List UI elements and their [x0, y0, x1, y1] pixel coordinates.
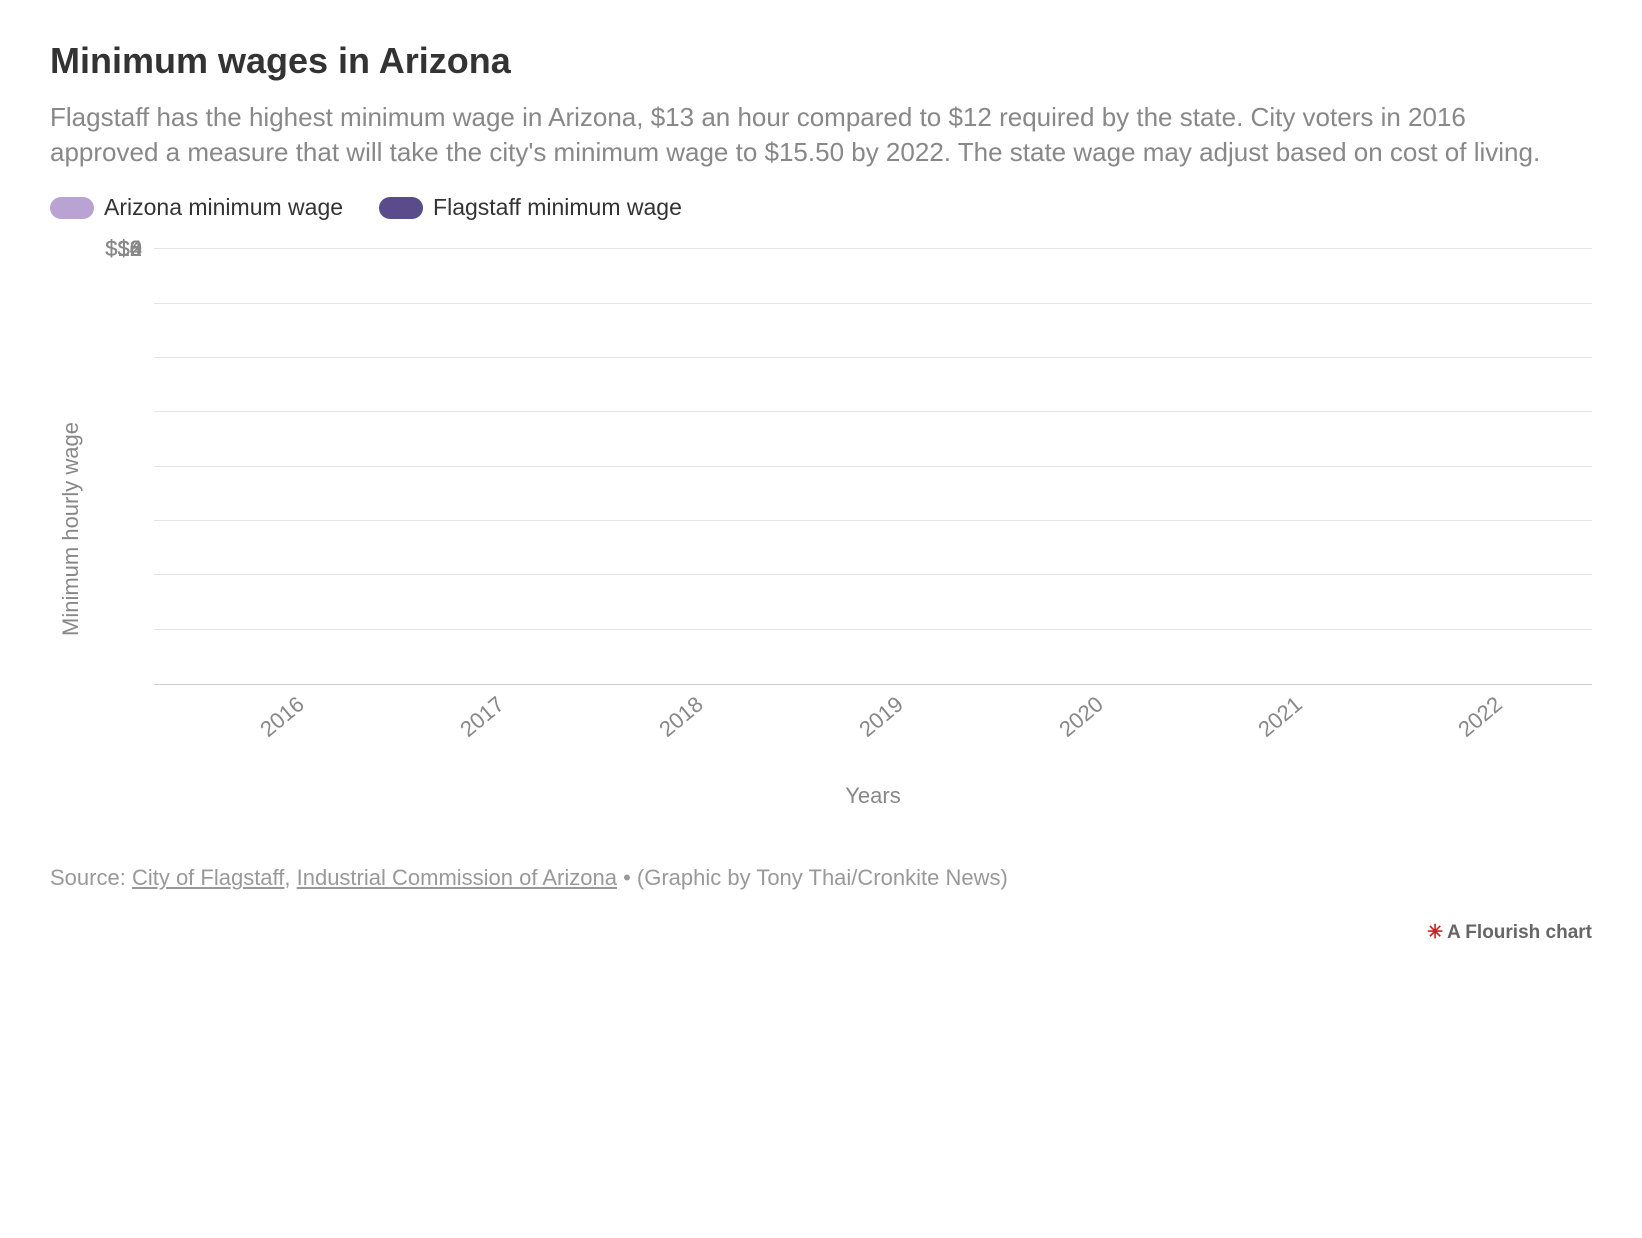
source-line: Source: City of Flagstaff, Industrial Co… [50, 865, 1592, 891]
gridline [154, 574, 1592, 575]
legend-label: Flagstaff minimum wage [433, 194, 682, 221]
chart-title: Minimum wages in Arizona [50, 40, 1592, 82]
legend-swatch [379, 197, 423, 219]
source-link-ica[interactable]: Industrial Commission of Arizona [297, 865, 617, 890]
x-axis-ticks: 2016201720182019202020212022 [154, 685, 1592, 733]
gridline [154, 357, 1592, 358]
y-axis-ticks: $16$14$12$10$8$6$4$2$0 [84, 249, 154, 809]
flourish-credit[interactable]: ✳A Flourish chart [50, 921, 1592, 944]
y-axis-label: Minimum hourly wage [50, 249, 84, 809]
legend-label: Arizona minimum wage [104, 194, 343, 221]
source-sep: , [284, 865, 296, 890]
gridline [154, 520, 1592, 521]
legend-item-arizona: Arizona minimum wage [50, 194, 343, 221]
legend: Arizona minimum wage Flagstaff minimum w… [50, 194, 1592, 221]
gridline [154, 629, 1592, 630]
chart-subtitle: Flagstaff has the highest minimum wage i… [50, 100, 1570, 170]
source-link-flagstaff[interactable]: City of Flagstaff [132, 865, 284, 890]
source-prefix: Source: [50, 865, 132, 890]
credit-text: A Flourish chart [1447, 922, 1592, 943]
bars-container [154, 249, 1592, 684]
legend-item-flagstaff: Flagstaff minimum wage [379, 194, 682, 221]
x-axis-label: Years [154, 783, 1592, 809]
gridline [154, 248, 1592, 249]
legend-swatch [50, 197, 94, 219]
source-suffix: • (Graphic by Tony Thai/Cronkite News) [617, 865, 1008, 890]
gridline [154, 303, 1592, 304]
flourish-icon: ✳ [1427, 922, 1443, 943]
chart: Minimum hourly wage $16$14$12$10$8$6$4$2… [50, 249, 1592, 809]
plot-area [154, 249, 1592, 685]
gridline [154, 411, 1592, 412]
gridline [154, 466, 1592, 467]
